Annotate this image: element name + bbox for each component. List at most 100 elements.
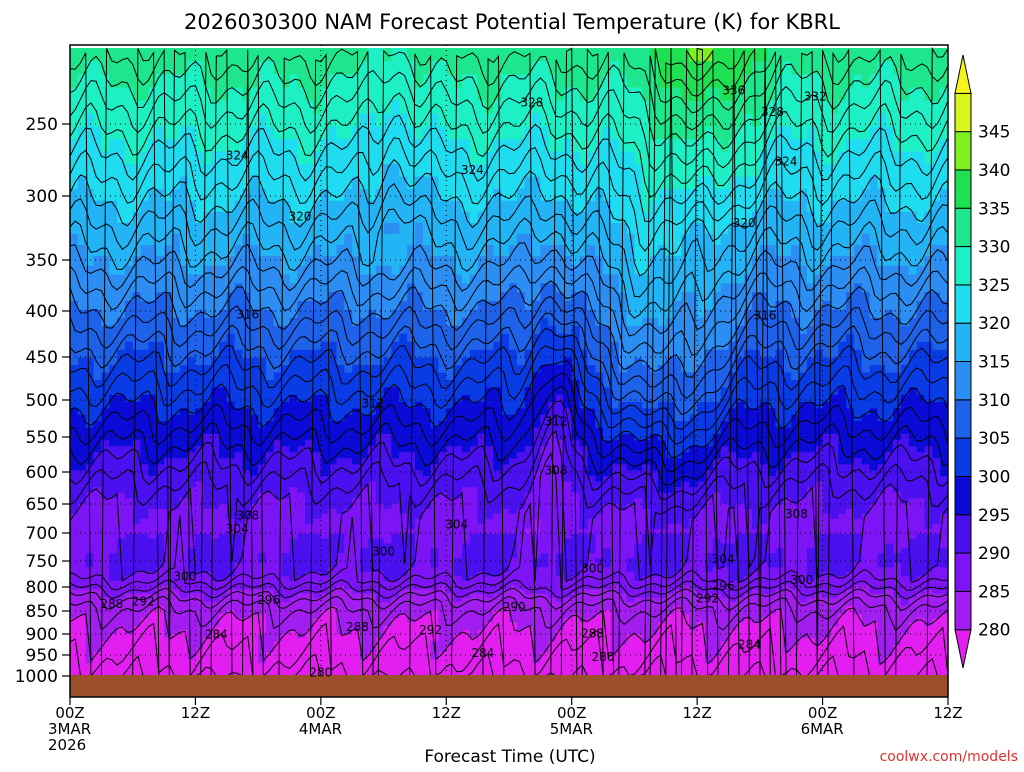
field-cell	[414, 222, 424, 235]
field-cell	[187, 440, 197, 447]
field-cell	[414, 593, 424, 599]
field-cell	[383, 585, 393, 591]
field-cell	[70, 151, 79, 165]
field-cell	[132, 379, 142, 388]
field-cell	[132, 663, 142, 668]
field-cell	[164, 641, 173, 646]
field-cell	[85, 446, 95, 453]
field-cell	[391, 622, 400, 627]
field-cell	[383, 113, 393, 128]
field-cell	[156, 408, 165, 416]
field-cell	[211, 580, 220, 586]
field-cell	[156, 481, 165, 488]
field-cell	[297, 200, 306, 213]
field-cell	[179, 634, 189, 639]
field-cell	[93, 655, 102, 661]
field-cell	[461, 576, 471, 582]
field-cell	[273, 558, 283, 564]
field-cell	[422, 663, 432, 668]
field-cell	[313, 200, 322, 213]
field-cell	[156, 553, 165, 559]
field-cell	[70, 518, 79, 525]
field-cell	[234, 341, 244, 351]
field-cell	[93, 553, 102, 559]
field-cell	[250, 341, 259, 351]
field-cell	[164, 274, 173, 284]
field-cell	[140, 274, 149, 284]
field-cell	[156, 464, 165, 471]
field-cell	[156, 301, 165, 311]
field-cell	[101, 292, 110, 302]
field-cell	[226, 634, 236, 639]
field-cell	[101, 663, 110, 668]
field-cell	[414, 641, 424, 646]
field-cell	[77, 401, 87, 409]
field-cell	[454, 440, 463, 447]
field-cell	[391, 498, 400, 505]
field-cell	[344, 452, 353, 459]
field-cell	[156, 458, 165, 465]
field-cell	[422, 164, 432, 178]
field-cell	[328, 523, 338, 530]
field-cell	[250, 648, 259, 653]
field-cell	[469, 593, 479, 599]
field-cell	[93, 317, 102, 327]
field-cell	[461, 481, 471, 488]
field-cell	[360, 626, 369, 631]
field-cell	[297, 446, 306, 453]
field-cell	[211, 630, 220, 635]
field-cell	[430, 452, 440, 459]
field-cell	[313, 558, 322, 564]
field-cell	[399, 508, 408, 515]
field-cell	[352, 87, 361, 102]
field-cell	[234, 387, 244, 396]
field-cell	[399, 533, 408, 540]
field-cell	[265, 427, 275, 435]
field-cell	[407, 622, 416, 627]
field-cell	[101, 401, 110, 409]
field-cell	[109, 200, 118, 213]
field-cell	[179, 245, 189, 257]
field-cell	[85, 379, 95, 388]
field-cell	[430, 48, 440, 62]
field-cell	[375, 553, 385, 559]
field-cell	[93, 481, 102, 488]
field-cell	[454, 234, 463, 246]
field-cell	[407, 200, 416, 213]
field-cell	[360, 576, 369, 582]
field-cell	[226, 292, 236, 302]
field-cell	[375, 630, 385, 635]
field-cell	[85, 317, 95, 327]
field-cell	[344, 401, 353, 409]
field-cell	[93, 333, 102, 343]
field-cell	[258, 618, 267, 623]
field-cell	[328, 48, 338, 62]
field-cell	[179, 503, 189, 510]
field-cell	[297, 487, 306, 494]
field-cell	[305, 518, 314, 525]
field-cell	[367, 433, 377, 441]
field-cell	[117, 476, 126, 483]
field-cell	[344, 265, 353, 276]
field-cell	[422, 188, 432, 202]
field-cell	[211, 553, 220, 559]
field-cell	[70, 610, 79, 615]
field-cell	[360, 553, 369, 559]
field-cell	[383, 630, 393, 635]
field-cell	[313, 87, 322, 102]
field-cell	[383, 618, 393, 623]
field-cell	[352, 630, 361, 635]
field-cell	[187, 641, 197, 646]
field-cell	[430, 61, 440, 75]
field-cell	[93, 139, 102, 153]
field-cell	[140, 585, 149, 591]
field-cell	[101, 481, 110, 488]
field-cell	[399, 452, 408, 459]
field-cell	[352, 523, 361, 530]
field-cell	[469, 655, 479, 661]
field-cell	[109, 503, 118, 510]
field-cell	[367, 325, 377, 335]
field-cell	[438, 265, 447, 276]
field-cell	[85, 113, 95, 128]
field-cell	[383, 349, 393, 359]
